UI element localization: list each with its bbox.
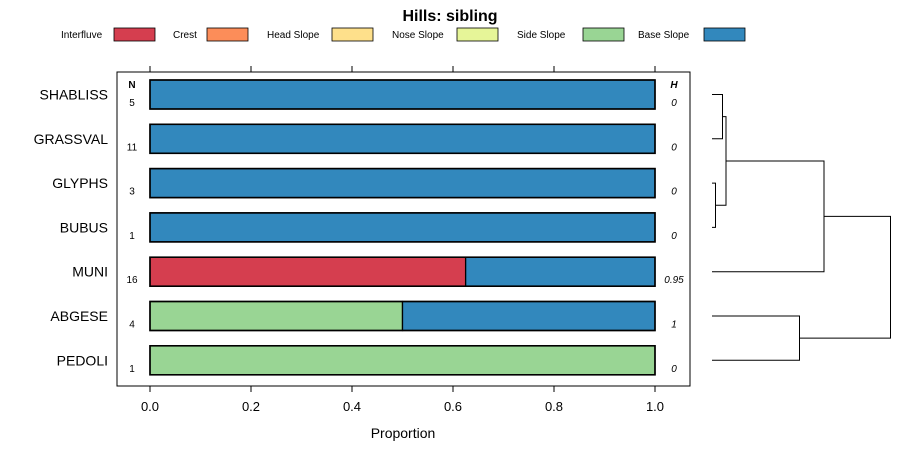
x-tick-label-3: 0.6 xyxy=(444,399,462,414)
category-label-4: MUNI xyxy=(72,264,108,280)
dendrogram-link-0 xyxy=(712,182,716,228)
x-tick-label-0: 0.0 xyxy=(141,399,159,414)
bar-outline-5 xyxy=(149,300,656,332)
bar-outline-1 xyxy=(149,123,656,155)
n-value-5: 4 xyxy=(129,320,135,331)
dendrogram xyxy=(712,94,891,361)
dendrogram-link-3 xyxy=(712,315,800,361)
n-value-1: 11 xyxy=(127,142,138,153)
x-tick-label-1: 0.2 xyxy=(242,399,260,414)
x-tick-label-5: 1.0 xyxy=(646,399,664,414)
h-value-6: 0 xyxy=(671,364,677,375)
bar-outline-0 xyxy=(149,79,656,110)
category-label-1: GRASSVAL xyxy=(34,131,109,147)
n-value-4: 16 xyxy=(126,275,138,286)
n-value-3: 1 xyxy=(129,231,135,242)
legend-swatch-0 xyxy=(113,27,156,42)
h-header: H xyxy=(670,80,678,91)
chart-title: Hills: sibling xyxy=(402,8,497,25)
legend: Interfluve Crest Head Slope Nose Slope Side … xyxy=(61,27,746,42)
x-axis-label: Proportion xyxy=(371,425,436,441)
legend-swatch-4 xyxy=(582,27,625,42)
h-value-1: 0 xyxy=(671,142,677,153)
bar-segment-6-4 xyxy=(149,345,656,376)
x-tick-label-2: 0.4 xyxy=(343,399,361,414)
category-label-3: BUBUS xyxy=(60,219,108,235)
h-value-5: 1 xyxy=(671,320,677,331)
legend-swatch-5 xyxy=(703,27,746,42)
x-axis: 0.0 0.2 0.4 0.6 0.8 1.0 xyxy=(141,386,664,414)
dendrogram-link-5 xyxy=(799,215,891,339)
category-label-0: SHABLISS xyxy=(40,87,108,103)
bar-segment-4-5 xyxy=(464,256,656,287)
legend-swatch-3 xyxy=(456,27,499,42)
bar-outline-4 xyxy=(149,256,656,288)
n-value-0: 5 xyxy=(129,98,135,109)
bar-segment-2-5 xyxy=(149,167,656,199)
bar-outline-3 xyxy=(149,212,656,243)
bar-segment-0-5 xyxy=(149,79,656,110)
h-value-0: 0 xyxy=(671,98,677,109)
dendrogram-link-4 xyxy=(712,160,825,273)
n-value-6: 1 xyxy=(129,364,135,375)
legend-label-0: Interfluve xyxy=(61,30,103,41)
n-value-2: 3 xyxy=(129,187,135,198)
h-value-2: 0 xyxy=(671,187,677,198)
legend-label-5: Base Slope xyxy=(638,30,690,41)
n-header: N xyxy=(128,80,135,91)
bar-segment-5-5 xyxy=(401,300,656,332)
h-value-3: 0 xyxy=(671,231,677,242)
legend-label-4: Side Slope xyxy=(517,30,566,41)
legend-label-2: Head Slope xyxy=(267,30,320,41)
bar-outline-2 xyxy=(149,167,656,199)
legend-swatch-2 xyxy=(331,27,374,42)
category-label-5: ABGESE xyxy=(50,308,108,324)
x-tick-label-4: 0.8 xyxy=(545,399,563,414)
category-label-6: PEDOLI xyxy=(57,352,108,368)
dendrogram-link-1 xyxy=(712,94,723,140)
legend-label-1: Crest xyxy=(173,30,197,41)
top-ticks xyxy=(149,66,656,72)
bar-segment-4-0 xyxy=(149,256,467,287)
plot-frame xyxy=(116,71,691,387)
dendrogram-link-2 xyxy=(715,116,727,206)
bar-segment-3-5 xyxy=(149,212,656,243)
bar-segment-1-5 xyxy=(149,123,656,154)
bar-segment-5-4 xyxy=(149,300,404,332)
bar-outline-6 xyxy=(149,344,656,376)
category-label-2: GLYPHS xyxy=(52,175,108,191)
legend-swatch-1 xyxy=(206,27,249,42)
h-value-4: 0.95 xyxy=(664,275,684,286)
legend-label-3: Nose Slope xyxy=(392,30,444,41)
